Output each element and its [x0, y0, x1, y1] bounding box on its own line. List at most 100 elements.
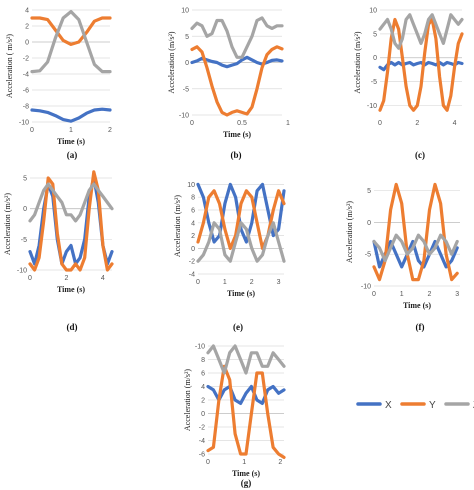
y-tick-label: 4: [201, 384, 205, 391]
y-tick-label: 0: [373, 55, 377, 62]
y-tick-label: -10: [195, 344, 205, 351]
x-tick-label: 1: [242, 459, 246, 466]
y-tick-label: -4: [189, 272, 195, 279]
y-tick-label: -10: [19, 120, 29, 127]
x-tick-label: 3: [277, 279, 281, 286]
x-tick-label: 0: [206, 459, 210, 466]
y-tick-label: 10: [187, 182, 195, 189]
y-tick-label: -5: [365, 252, 371, 259]
y-tick-label: 8: [201, 357, 205, 364]
series-line-x: [196, 182, 286, 244]
x-tick-label: 3: [455, 291, 459, 298]
y-tick-label: -2: [189, 259, 195, 266]
y-axis-label: Acceleration (m/s²): [353, 31, 362, 93]
x-axis-label: Time (s): [403, 301, 431, 310]
panel-label: (b): [231, 150, 242, 160]
y-tick-label: 5: [185, 34, 189, 41]
y-axis-label: Acceleration (m/s²): [183, 369, 192, 431]
y-tick-label: 2: [201, 398, 205, 405]
x-tick-label: 2: [278, 459, 282, 466]
panel-label: (d): [67, 322, 78, 332]
series-line-y: [206, 364, 286, 459]
y-axis-label: Acceleration ( m/s²): [5, 34, 14, 98]
y-tick-label: 5: [23, 176, 27, 183]
y-tick-label: -5: [371, 79, 377, 86]
x-axis-label: Time (s): [57, 285, 85, 294]
panel-label: (f): [416, 322, 425, 332]
y-tick-label: 0: [23, 206, 27, 213]
x-tick-label: 2: [250, 279, 254, 286]
x-tick-label: 0: [372, 291, 376, 298]
y-tick-label: -6: [23, 88, 29, 95]
series-line-y: [30, 16, 112, 47]
y-tick-label: 4: [191, 220, 195, 227]
panel-label: (a): [67, 150, 78, 160]
x-tick-label: 0: [190, 120, 194, 127]
series-line-x: [190, 55, 284, 69]
x-tick-label: 4: [453, 120, 457, 127]
x-tick-label: 2: [108, 127, 112, 134]
y-axis-label: Acceleration (m/s²): [345, 201, 354, 263]
x-axis-label: Time (s): [223, 130, 251, 139]
x-tick-label: 0: [28, 275, 32, 282]
y-tick-label: -6: [199, 452, 205, 459]
series-line-y: [196, 189, 286, 250]
y-axis-label: Acceleration (m/s²): [167, 31, 176, 93]
y-tick-label: -10: [367, 103, 377, 110]
y-tick-label: 10: [181, 8, 189, 15]
y-tick-label: 5: [373, 31, 377, 38]
series-line-x: [378, 60, 464, 72]
y-tick-label: 8: [191, 195, 195, 202]
series-line-x: [30, 107, 112, 123]
y-tick-label: 6: [201, 371, 205, 378]
series-line-y: [28, 170, 114, 272]
x-tick-label: 1: [400, 291, 404, 298]
y-tick-label: -4: [199, 438, 205, 445]
x-tick-label: 0: [30, 127, 34, 134]
x-tick-label: 0.5: [237, 120, 247, 127]
y-tick-label: 0: [25, 40, 29, 47]
y-tick-label: 0: [201, 411, 205, 418]
x-axis-label: Time (s): [57, 137, 85, 146]
x-tick-label: 0: [378, 120, 382, 127]
y-axis-label: Acceleration (m/s²): [173, 195, 182, 257]
series-line-z: [190, 16, 284, 59]
y-tick-label: -5: [21, 237, 27, 244]
y-tick-label: -2: [199, 425, 205, 432]
series-line-z: [196, 221, 286, 263]
x-tick-label: 1: [223, 279, 227, 286]
legend-label-y: Y: [429, 400, 436, 411]
y-tick-label: -10: [17, 268, 27, 275]
y-axis-label: Acceleration (m/s²): [3, 193, 12, 255]
y-tick-label: -5: [183, 86, 189, 93]
x-tick-label: 1: [286, 120, 290, 127]
series-line-y: [372, 182, 459, 282]
chart-panel-c: 10 5 0 -5 -10 0 2 4 Acceleration (m/s²) (c): [353, 8, 464, 160]
panel-label: (e): [233, 322, 243, 332]
legend-label-x: X: [385, 400, 392, 411]
legend: XYZ: [356, 400, 474, 411]
panel-label: (g): [241, 478, 252, 488]
y-tick-label: 0: [191, 246, 195, 253]
x-tick-label: 2: [415, 120, 419, 127]
series-line-z: [30, 10, 112, 74]
y-tick-label: -10: [361, 284, 371, 291]
x-axis-label: Time (s): [227, 289, 255, 298]
series-line-z: [28, 182, 114, 223]
y-tick-label: 6: [191, 208, 195, 215]
x-tick-label: 2: [428, 291, 432, 298]
y-tick-label: 2: [25, 24, 29, 31]
y-tick-label: -4: [23, 72, 29, 79]
y-tick-label: -8: [23, 104, 29, 111]
y-tick-label: 10: [369, 8, 377, 15]
x-tick-label: 4: [101, 275, 105, 282]
y-tick-label: 0: [185, 60, 189, 67]
series-line-z: [378, 13, 464, 50]
y-tick-label: -10: [179, 113, 189, 120]
